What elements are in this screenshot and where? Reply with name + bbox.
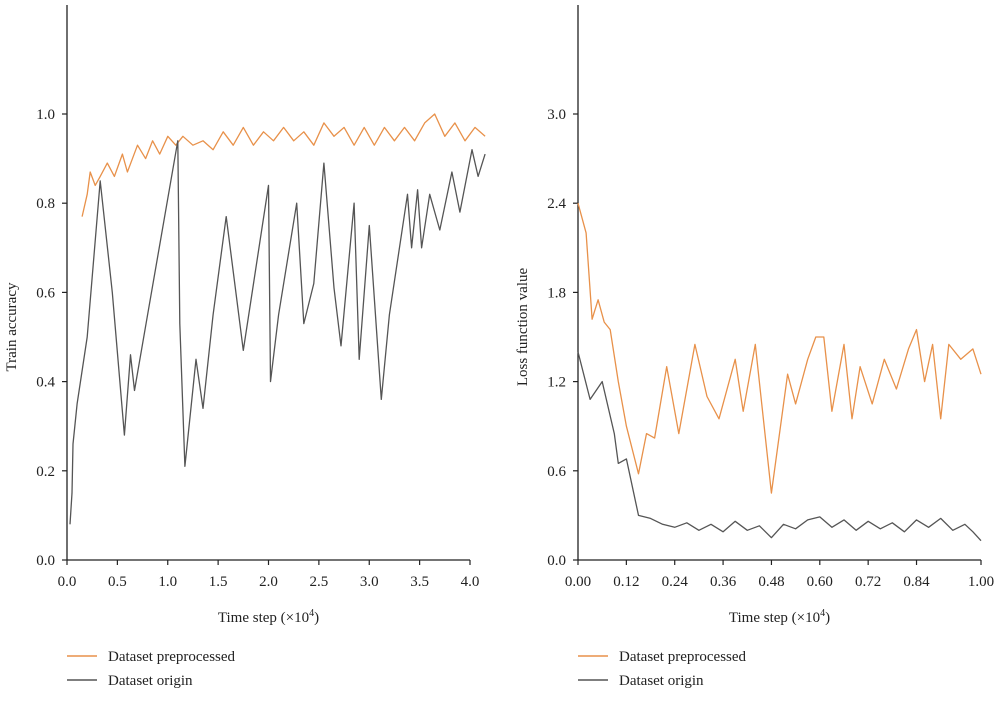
y-tick-label: 1.2 — [547, 375, 566, 391]
x-tick-label: 1.0 — [158, 574, 177, 590]
x-axis-label: Time step (×104) — [218, 608, 319, 626]
y-tick-label: 0.6 — [547, 464, 566, 480]
y-tick-label: 2.4 — [547, 196, 566, 212]
x-tick-label: 0.00 — [565, 574, 591, 590]
y-tick-label: 0.2 — [36, 464, 55, 480]
series-line-origin — [577, 351, 982, 542]
series-line-preprocessed — [577, 203, 982, 494]
x-tick-label: 1.5 — [209, 574, 228, 590]
x-tick-label: 3.5 — [410, 574, 429, 590]
x-tick-label: 0.36 — [710, 574, 737, 590]
series-line-preprocessed — [81, 113, 486, 217]
chart-panel-1: 0.0 0.5 1.0 1.5 2.0 2.5 3.0 3.5 4.0 0.0 0.2 0.4 0.6 0… — [4, 5, 486, 689]
y-tick-label: 1.0 — [36, 107, 55, 123]
x-axis-label-exponent: 4 — [820, 608, 825, 619]
legend-label-origin: Dataset origin — [619, 673, 704, 689]
x-tick-label: 3.0 — [360, 574, 379, 590]
legend-label-preprocessed: Dataset preprocessed — [619, 649, 747, 665]
x-tick-label: 0.60 — [807, 574, 833, 590]
x-tick-label: 2.5 — [310, 574, 329, 590]
y-tick-label: 0.0 — [547, 553, 566, 569]
x-tick-label: 0.24 — [662, 574, 689, 590]
y-tick-label: 0.4 — [36, 375, 55, 391]
y-tick-label: 3.0 — [547, 107, 566, 123]
x-axis-label-text: Time step (×10 — [218, 610, 309, 626]
x-tick-label: 0.12 — [613, 574, 639, 590]
x-axis-label-text: Time step (×10 — [729, 610, 820, 626]
x-axis-label-end: ) — [314, 610, 319, 626]
series-line-origin — [69, 140, 486, 525]
x-axis-label-end: ) — [825, 610, 830, 626]
y-tick-label: 0.6 — [36, 285, 55, 301]
chart-panel-2: 0.00 0.12 0.24 0.36 0.48 0.60 0.72 0.84 1.00 0.0 0… — [515, 5, 994, 689]
x-tick-label: 0.72 — [855, 574, 881, 590]
legend-label-preprocessed: Dataset preprocessed — [108, 649, 236, 665]
y-axis-label: Train accuracy — [4, 282, 20, 371]
x-tick-label: 1.00 — [968, 574, 994, 590]
x-axis-label-exponent: 4 — [309, 608, 314, 619]
x-axis-label: Time step (×104) — [729, 608, 830, 626]
legend-label-origin: Dataset origin — [108, 673, 193, 689]
y-tick-label: 0.0 — [36, 553, 55, 569]
y-axis-label: Loss function value — [515, 268, 531, 387]
x-tick-label: 0.48 — [758, 574, 784, 590]
y-tick-label: 1.8 — [547, 285, 566, 301]
x-tick-label: 0.84 — [903, 574, 930, 590]
x-tick-label: 2.0 — [259, 574, 278, 590]
x-tick-label: 4.0 — [461, 574, 480, 590]
y-tick-label: 0.8 — [36, 196, 55, 212]
x-tick-label: 0.0 — [58, 574, 77, 590]
x-tick-label: 0.5 — [108, 574, 127, 590]
